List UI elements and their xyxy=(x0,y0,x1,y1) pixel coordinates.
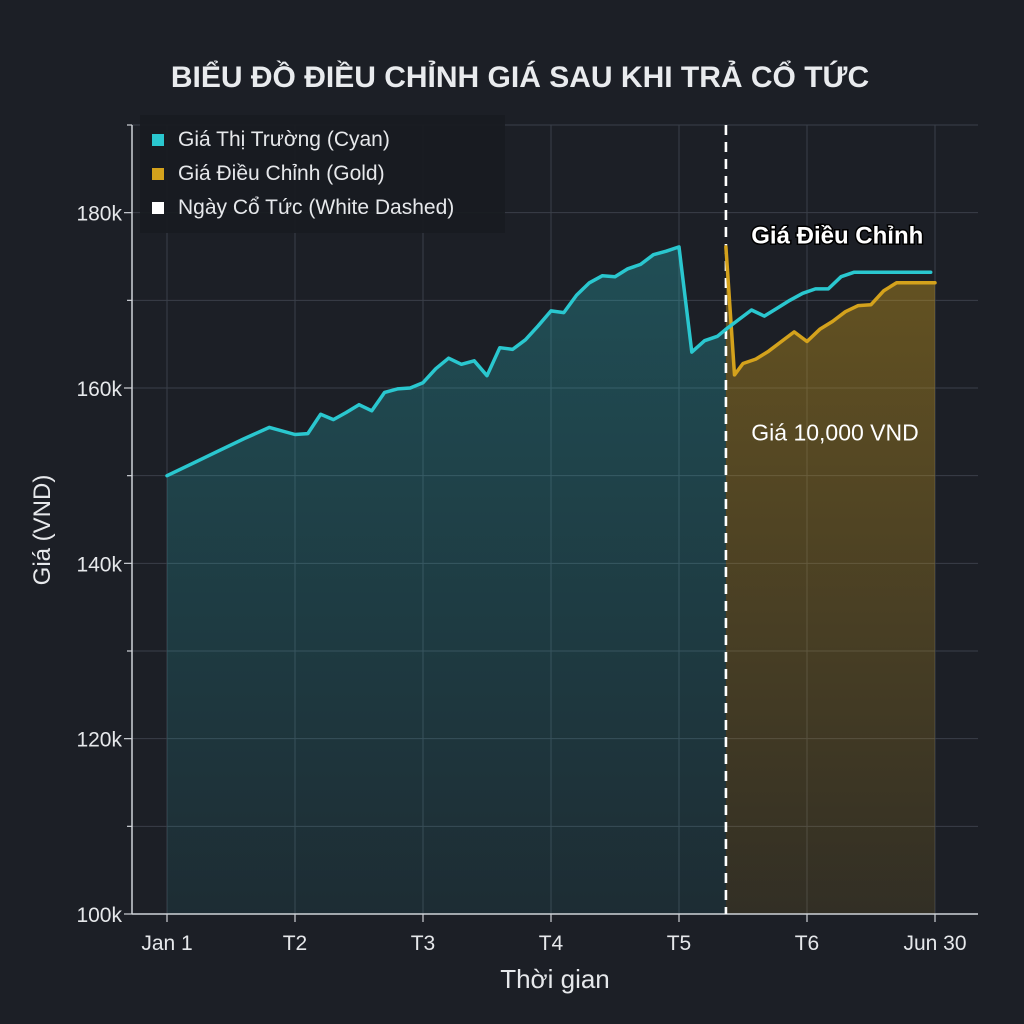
area-fills xyxy=(167,246,935,914)
legend-label-adjusted-price: Giá Điều Chỉnh (Gold) xyxy=(178,162,385,185)
axes xyxy=(124,124,978,922)
annotation-adjusted-label: Giá Điều Chỉnh xyxy=(751,222,923,249)
labels: 100k 120k 140k 160k 180k Jan 1 T2 T3 T4 T5 T6 Jun 3… xyxy=(29,60,967,994)
y-tick-label: 180k xyxy=(76,203,122,226)
y-tick-label: 120k xyxy=(76,729,122,752)
x-tick-label: Jan 1 xyxy=(141,932,192,955)
area-market-price xyxy=(167,246,726,914)
y-tick-label: 160k xyxy=(76,378,122,401)
y-axis-label: Giá (VND) xyxy=(29,475,56,586)
series-line-market-price xyxy=(165,245,728,478)
legend-label-dividend-date: Ngày Cổ Tức (White Dashed) xyxy=(178,196,455,219)
x-axis-label: Thời gian xyxy=(500,964,610,994)
legend-swatch-cyan xyxy=(152,134,164,146)
x-tick-label: T2 xyxy=(283,932,308,955)
x-tick-label: T3 xyxy=(411,932,436,955)
legend-label-market-price: Giá Thị Trường (Cyan) xyxy=(178,128,390,151)
x-tick-label: T6 xyxy=(795,932,820,955)
legend: Giá Thị Trường (Cyan) Giá Điều Chỉnh (Go… xyxy=(140,115,505,233)
annotation-dividend-amount: Giá 10,000 VND xyxy=(751,420,918,446)
y-tick-label: 140k xyxy=(76,553,122,576)
y-tick-label: 100k xyxy=(76,904,122,927)
series-line-market-price-post xyxy=(724,270,933,332)
series-line-adjusted-price xyxy=(724,245,937,377)
chart-title: BIỂU ĐỒ ĐIỀU CHỈNH GIÁ SAU KHI TRẢ CỔ TỨ… xyxy=(171,60,869,94)
legend-item-adjusted-price: Giá Điều Chỉnh (Gold) xyxy=(152,157,493,191)
series-lines xyxy=(165,125,937,914)
x-tick-label: Jun 30 xyxy=(903,932,966,955)
legend-item-market-price: Giá Thị Trường (Cyan) xyxy=(152,123,493,157)
legend-item-dividend-date: Ngày Cổ Tức (White Dashed) xyxy=(152,191,493,225)
legend-swatch-white xyxy=(152,202,164,214)
legend-swatch-gold xyxy=(152,168,164,180)
x-tick-label: T5 xyxy=(667,932,692,955)
x-tick-label: T4 xyxy=(539,932,564,955)
area-adjusted-price xyxy=(725,246,935,914)
